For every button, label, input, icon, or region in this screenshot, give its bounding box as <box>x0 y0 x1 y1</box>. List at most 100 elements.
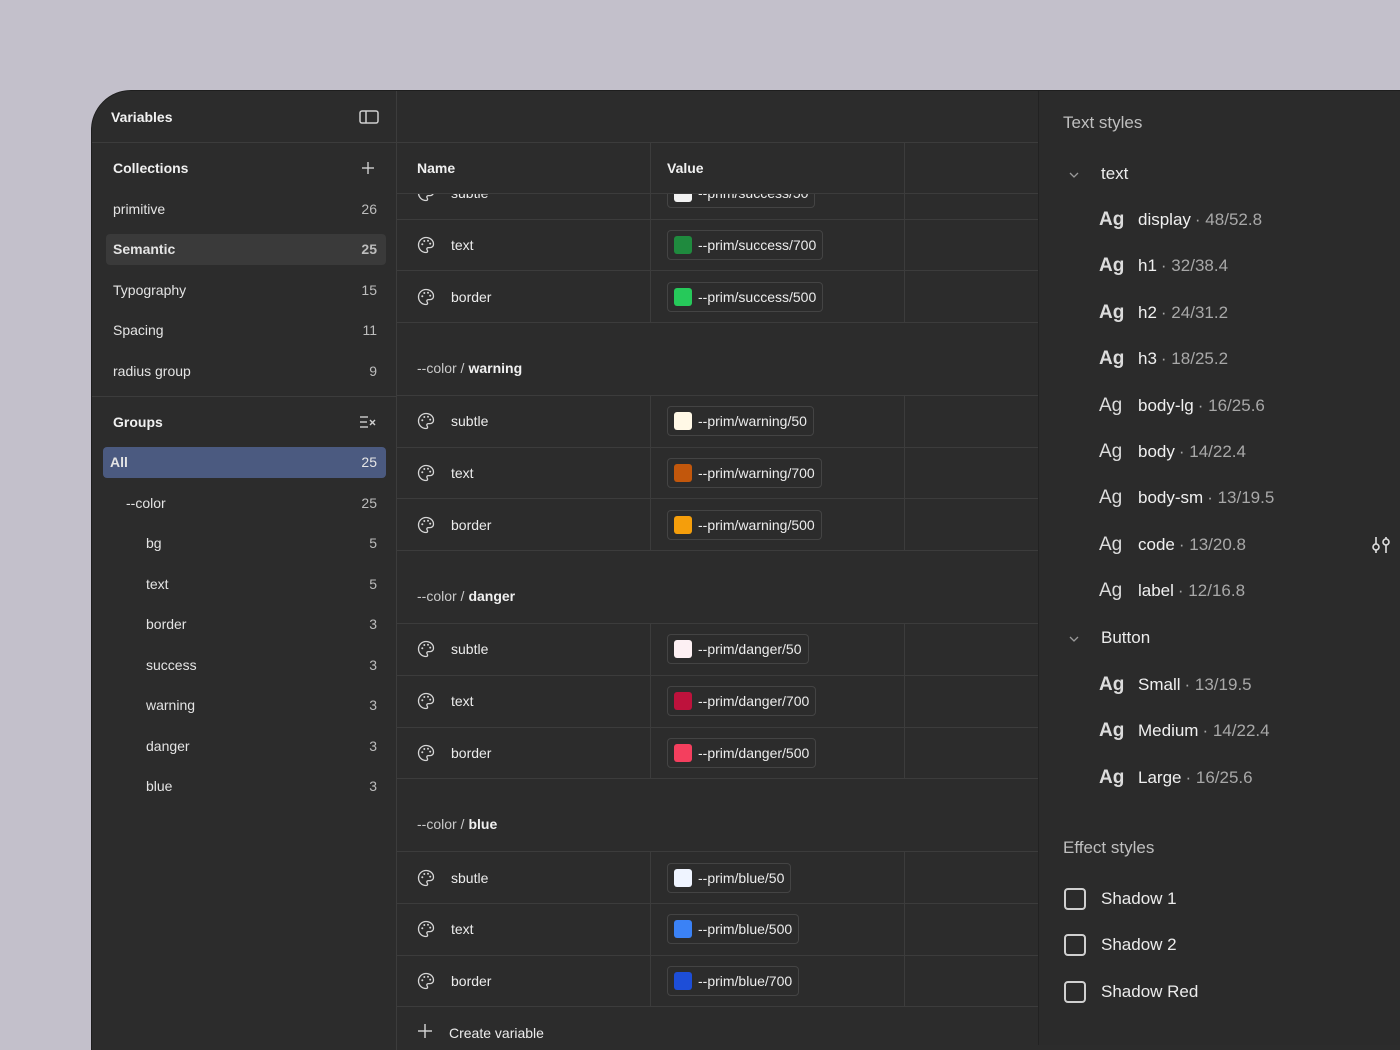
variable-value-pill[interactable]: --prim/danger/500 <box>667 737 817 768</box>
variable-value-cell: --prim/danger/50 <box>651 624 905 675</box>
collections-list: primitive 26 Semantic 25 Typography 15 Spacing… <box>92 193 396 386</box>
effect-style-item[interactable]: Shadow 2 <box>1064 934 1177 957</box>
group-sort-icon[interactable] <box>357 411 379 433</box>
collection-item[interactable]: radius group 9 <box>106 355 386 386</box>
group-item[interactable]: bg 5 <box>106 528 386 559</box>
variable-value-pill[interactable]: --prim/blue/50 <box>667 862 792 893</box>
text-style-preview: Ag <box>1099 255 1125 277</box>
effect-style-item[interactable]: Shadow Red <box>1064 980 1198 1003</box>
variable-name[interactable]: border <box>451 516 492 533</box>
collection-item[interactable]: Semantic 25 <box>106 233 386 265</box>
collection-item[interactable]: primitive 26 <box>106 193 386 224</box>
variable-value-pill[interactable]: --prim/success/700 <box>667 230 824 261</box>
variable-row[interactable]: text --prim/success/700 <box>397 219 1038 272</box>
variable-value-pill[interactable]: --prim/warning/50 <box>667 406 814 437</box>
variable-row[interactable]: border --prim/success/500 <box>397 271 1038 324</box>
group-label: All <box>110 454 128 470</box>
variable-name[interactable]: subtle <box>451 641 489 658</box>
color-swatch <box>674 287 692 306</box>
text-style-item[interactable]: Ag Medium · 14/22.4 <box>1099 720 1270 742</box>
text-style-item[interactable]: Ag h3 · 18/25.2 <box>1099 348 1228 370</box>
group-label: warning <box>146 697 196 713</box>
sidebar: Variables Collections primitive 26 Semanti… <box>92 91 397 1050</box>
palette-icon <box>417 464 435 482</box>
variable-name[interactable]: text <box>451 237 474 254</box>
text-style-item[interactable]: Ag h2 · 24/31.2 <box>1099 302 1228 324</box>
variable-value-cell: --prim/blue/700 <box>651 955 905 1007</box>
text-style-item[interactable]: Ag body-sm · 13/19.5 <box>1099 487 1274 509</box>
group-item[interactable]: All 25 <box>103 446 386 478</box>
variable-row[interactable]: text --prim/danger/700 <box>397 675 1038 728</box>
column-header-value[interactable]: Value <box>651 143 905 193</box>
color-swatch <box>674 692 692 711</box>
add-collection-icon[interactable] <box>357 157 379 179</box>
create-variable-button[interactable]: Create variable <box>397 1007 1038 1050</box>
variable-value-pill[interactable]: --prim/success/50 <box>667 194 816 209</box>
color-swatch <box>674 464 692 483</box>
text-group-label: text <box>1101 164 1129 183</box>
variable-row[interactable]: border --prim/danger/500 <box>397 727 1038 780</box>
variable-value-pill[interactable]: --prim/warning/700 <box>667 458 822 489</box>
variable-name[interactable]: border <box>451 288 492 305</box>
text-style-preview: Ag <box>1099 301 1125 323</box>
variable-row[interactable]: sbutle --prim/blue/50 <box>397 852 1038 904</box>
text-style-item[interactable]: Ag body · 14/22.4 <box>1099 441 1246 463</box>
group-item[interactable]: border 3 <box>106 609 386 640</box>
variable-name-cell: border <box>397 955 651 1007</box>
variable-row[interactable]: border --prim/blue/700 <box>397 955 1038 1008</box>
variable-name[interactable]: text <box>451 465 474 482</box>
variable-row[interactable]: subtle --prim/success/50 <box>397 194 1038 220</box>
variable-name[interactable]: text <box>451 921 474 938</box>
text-style-item[interactable]: Ag display · 48/52.8 <box>1099 209 1262 231</box>
sidebar-toggle-icon[interactable] <box>358 106 380 128</box>
variable-row[interactable]: subtle --prim/danger/50 <box>397 624 1038 676</box>
text-style-item[interactable]: Ag Large · 16/25.6 <box>1099 767 1253 789</box>
group-item[interactable]: warning 3 <box>106 690 386 721</box>
variable-name[interactable]: border <box>451 744 492 761</box>
variable-value-pill[interactable]: --prim/danger/50 <box>667 634 809 665</box>
group-item[interactable]: blue 3 <box>106 771 386 802</box>
variable-row[interactable]: text --prim/warning/700 <box>397 447 1038 500</box>
variable-value-pill[interactable]: --prim/blue/700 <box>667 965 800 996</box>
collection-item[interactable]: Typography 15 <box>106 274 386 305</box>
variable-value-pill[interactable]: --prim/success/500 <box>667 281 824 312</box>
detach-style-icon[interactable] <box>1370 534 1392 556</box>
text-style-item[interactable]: Ag label · 12/16.8 <box>1099 580 1245 602</box>
variable-row[interactable]: border --prim/warning/500 <box>397 499 1038 552</box>
group-label: blue <box>146 778 173 794</box>
palette-icon <box>417 920 435 938</box>
text-group-toggle[interactable]: text <box>1069 164 1128 184</box>
text-style-item[interactable]: Ag code · 13/20.8 <box>1099 534 1246 556</box>
collection-item[interactable]: Spacing 11 <box>106 315 386 346</box>
variable-row[interactable]: subtle --prim/warning/50 <box>397 396 1038 448</box>
variable-name[interactable]: border <box>451 972 492 989</box>
group-count: 5 <box>369 535 377 551</box>
variable-name[interactable]: text <box>451 693 474 710</box>
variable-value-pill[interactable]: --prim/warning/500 <box>667 509 822 540</box>
variable-value: --prim/success/500 <box>698 288 817 305</box>
group-item[interactable]: text 5 <box>106 568 386 599</box>
variable-row[interactable]: text --prim/blue/500 <box>397 903 1038 956</box>
palette-icon <box>417 288 435 306</box>
variable-value-pill[interactable]: --prim/danger/700 <box>667 686 817 717</box>
variable-value-pill[interactable]: --prim/blue/500 <box>667 914 800 945</box>
effect-style-item[interactable]: Shadow 1 <box>1064 888 1177 910</box>
text-style-item[interactable]: Ag Small · 13/19.5 <box>1099 674 1252 696</box>
group-item[interactable]: success 3 <box>106 649 386 680</box>
collection-label: radius group <box>113 362 191 379</box>
groups-list: All 25 --color 25 bg 5 text 5 border 3 success 3 war… <box>92 446 396 802</box>
text-style-item[interactable]: Ag h1 · 32/38.4 <box>1099 255 1228 277</box>
variable-name[interactable]: subtle <box>451 194 488 201</box>
variable-value: --prim/warning/500 <box>698 516 815 533</box>
group-label: --color <box>126 494 166 511</box>
color-swatch <box>674 743 692 762</box>
button-group-toggle[interactable]: Button <box>1069 628 1150 648</box>
column-header-name[interactable]: Name <box>397 143 651 193</box>
variable-name[interactable]: subtle <box>451 413 489 430</box>
text-style-name: h1 <box>1138 256 1157 276</box>
effect-style-name: Shadow 1 <box>1101 889 1177 908</box>
group-item[interactable]: --color 25 <box>106 487 386 518</box>
variable-name[interactable]: sbutle <box>451 869 489 886</box>
text-style-item[interactable]: Ag body-lg · 16/25.6 <box>1099 395 1265 417</box>
group-item[interactable]: danger 3 <box>106 730 386 761</box>
